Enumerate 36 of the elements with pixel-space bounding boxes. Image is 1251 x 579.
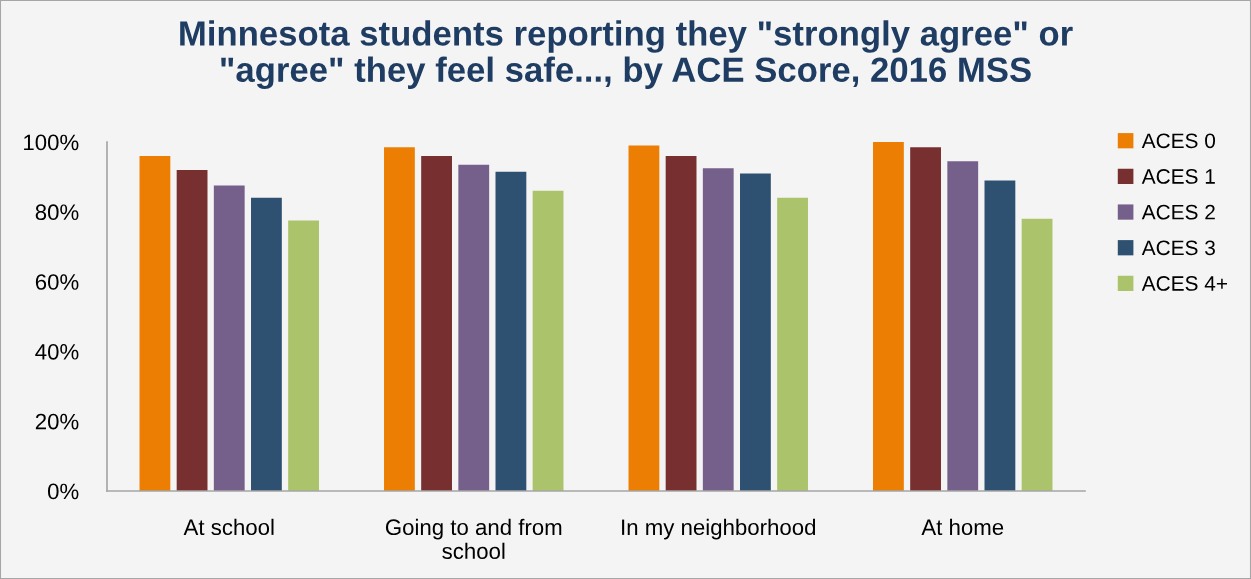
legend-label: ACES 3 (1141, 240, 1215, 256)
y-tick-label: 0% (47, 483, 79, 500)
bar (873, 142, 904, 491)
bar (628, 145, 660, 491)
chart-title: Minnesota students reporting they "strongly agree" or "agree" they feel safe..., by ACE Score, 2016 MSS (180, 20, 1073, 90)
bar (947, 161, 979, 491)
y-tick-label: 60% (35, 274, 79, 290)
bar (777, 197, 808, 491)
x-tick-label: Going to and from school (385, 518, 562, 560)
bar (458, 164, 490, 491)
bar (532, 190, 564, 491)
bar (139, 155, 171, 491)
bar (176, 169, 208, 491)
y-tick-label: 20% (35, 413, 79, 430)
legend-label: ACES 2 (1141, 204, 1215, 220)
bar (1021, 218, 1053, 491)
y-tick-label: 100% (24, 134, 79, 151)
legend-label: ACES 0 (1141, 133, 1216, 149)
legend-label: ACES 4+ (1141, 276, 1227, 291)
bar (495, 171, 527, 491)
legend-label: ACES 1 (1141, 169, 1215, 184)
bar (910, 147, 941, 491)
x-tick-label: At home (921, 518, 1004, 536)
bar (288, 220, 319, 491)
bar (384, 147, 415, 491)
x-tick-label: In my neighborhood (622, 518, 816, 540)
y-tick-label: 40% (35, 343, 79, 360)
x-tick-label: At school (183, 518, 274, 536)
bar (702, 168, 734, 491)
bar (213, 185, 245, 491)
y-tick-label: 80% (35, 204, 79, 221)
bar (984, 180, 1016, 491)
bar (665, 155, 697, 491)
bar (740, 173, 771, 491)
bar (421, 155, 452, 491)
bar (251, 197, 282, 491)
